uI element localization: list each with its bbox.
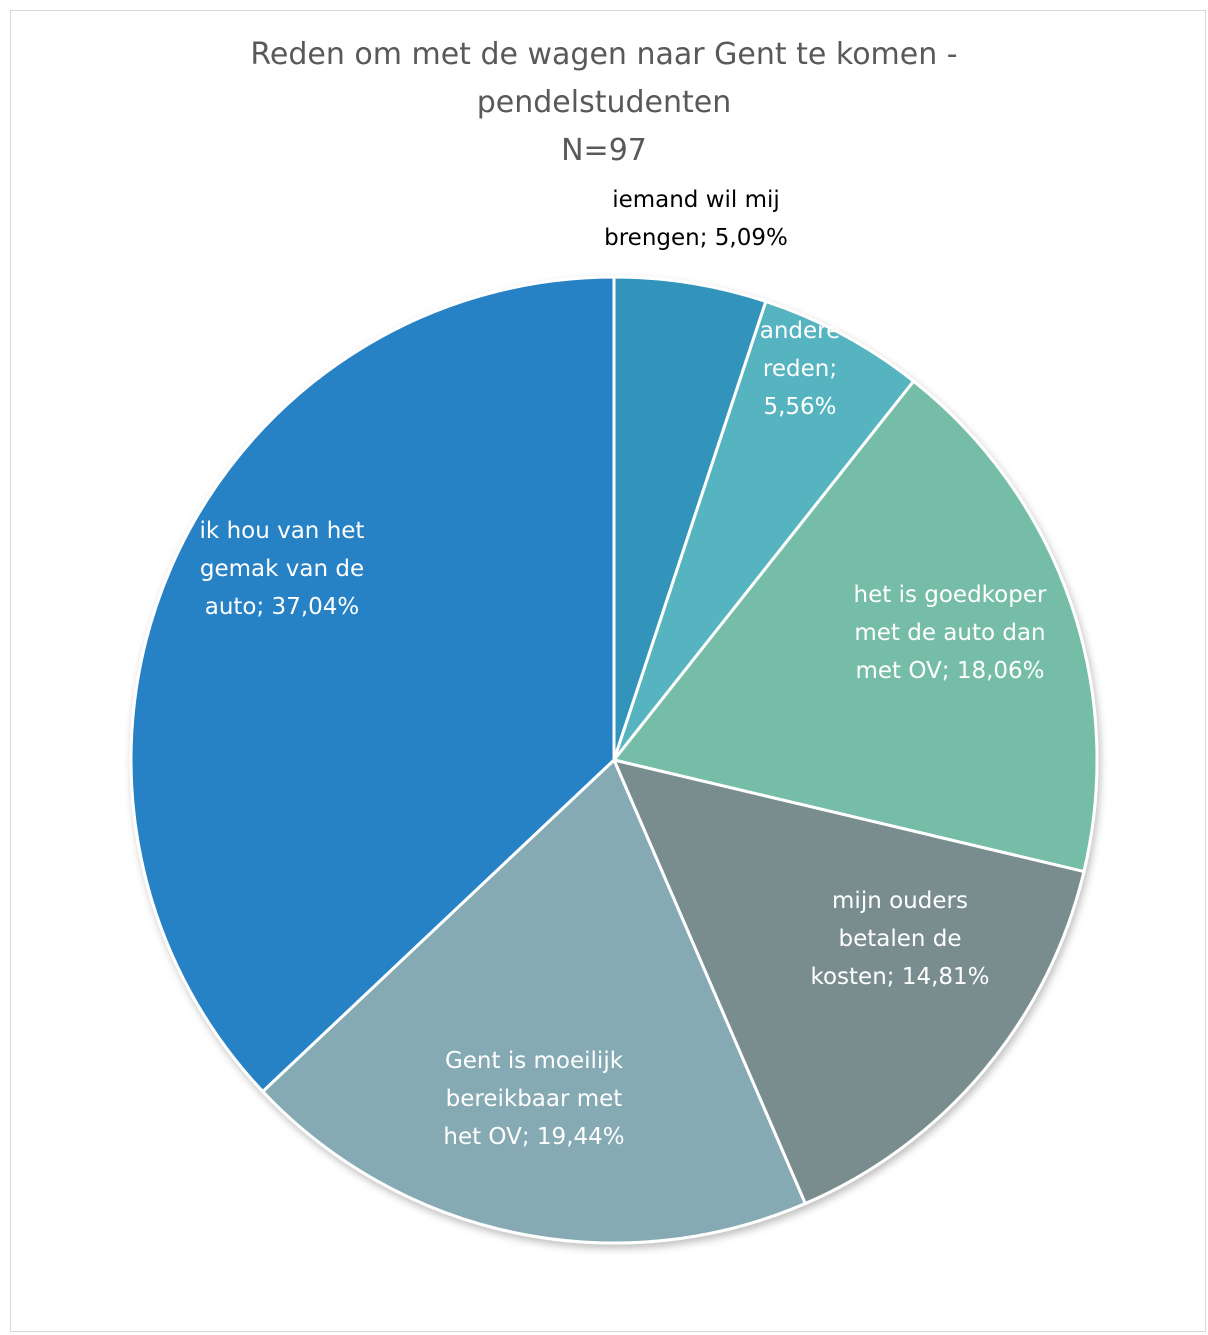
slice-label-line: het is goedkoper [854, 582, 1047, 608]
pie-slice-3 [612, 379, 1099, 874]
slice-label-line: met de auto dan [854, 620, 1045, 646]
pie-slice-6 [129, 275, 616, 1094]
chart-title-line-3: N=97 [561, 133, 647, 168]
slice-label-line: mijn ouders [832, 888, 968, 914]
slice-label-1: iemand wil mij brengen; 5,09% [604, 187, 788, 251]
slice-label-line: 5,56% [763, 394, 836, 420]
slice-label-line: reden; [763, 356, 837, 382]
slice-label-line: bereikbaar met [446, 1086, 623, 1112]
pie-slice-1 [612, 275, 768, 762]
slice-label-2: andere reden; 5,56% [760, 318, 841, 420]
pie-slice-2 [612, 299, 916, 762]
slice-label-6: ik hou van het gemak van de auto; 37,04% [200, 518, 365, 620]
slice-label-3: het is goedkoper met de auto dan met OV; 1… [854, 582, 1047, 684]
slice-label-line: iemand wil mij [612, 187, 780, 213]
chart-title-line-2: pendelstudenten [476, 85, 732, 120]
slice-label-4: mijn ouders betalen de kosten; 14,81% [810, 888, 989, 990]
slice-label-line: auto; 37,04% [205, 594, 360, 620]
chart-title-line-1: Reden om met de wagen naar Gent te komen… [250, 37, 958, 72]
pie-slice-5 [261, 758, 807, 1245]
slice-label-line: betalen de [838, 926, 961, 952]
pie-slice-4 [612, 758, 1086, 1206]
slice-label-line: brengen; 5,09% [604, 225, 788, 251]
slice-label-line: ik hou van het [200, 518, 365, 544]
slice-label-line: andere [760, 318, 841, 344]
slice-label-5: Gent is moeilijk bereikbaar met het OV; 19… [443, 1048, 624, 1150]
slice-label-line: kosten; 14,81% [810, 964, 989, 990]
slice-label-line: het OV; 19,44% [443, 1124, 624, 1150]
slice-label-line: met OV; 18,06% [855, 658, 1044, 684]
slice-label-line: Gent is moeilijk [445, 1048, 624, 1074]
slice-label-line: gemak van de [200, 556, 364, 582]
